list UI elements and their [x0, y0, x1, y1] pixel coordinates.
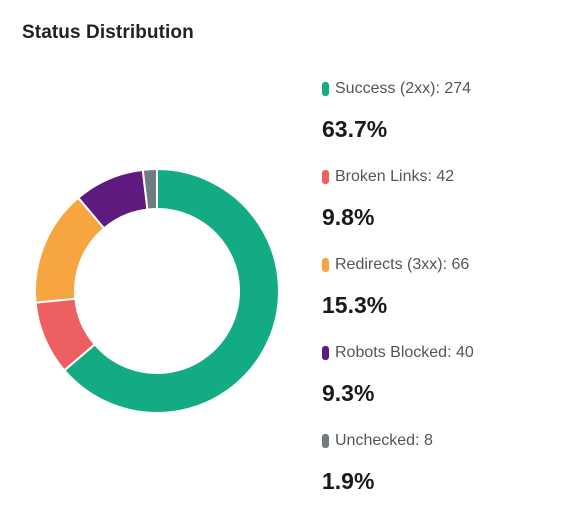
legend-label-broken-links: Broken Links: 42: [335, 168, 455, 185]
donut-chart-svg: [34, 168, 280, 414]
legend-percent-broken-links: 9.8%: [322, 204, 375, 230]
legend-percent-robots-blocked: 9.3%: [322, 380, 375, 406]
legend-label-robots-blocked: Robots Blocked: 40: [335, 344, 474, 361]
legend-label-success: Success (2xx): 274: [335, 80, 472, 97]
chart-legend: Success (2xx): 274 63.7% Broken Links: 4…: [322, 76, 572, 516]
donut-chart: [34, 168, 280, 414]
legend-label-redirects: Redirects (3xx): 66: [335, 256, 470, 273]
slice-success[interactable]: [62, 168, 280, 414]
legend-item-robots-blocked[interactable]: Robots Blocked: 40 9.3%: [322, 340, 572, 428]
legend-item-broken-links[interactable]: Broken Links: 42 9.8%: [322, 164, 572, 252]
slice-unchecked[interactable]: [141, 168, 158, 211]
legend-swatch-unchecked: [322, 434, 329, 448]
legend-label-unchecked: Unchecked: 8: [335, 432, 433, 449]
legend-swatch-redirects: [322, 258, 329, 272]
legend-percent-success: 63.7%: [322, 116, 388, 142]
legend-percent-redirects: 15.3%: [322, 292, 388, 318]
legend-swatch-success: [322, 82, 329, 96]
legend-percent-unchecked: 1.9%: [322, 468, 375, 494]
legend-item-unchecked[interactable]: Unchecked: 8 1.9%: [322, 428, 572, 516]
legend-item-redirects[interactable]: Redirects (3xx): 66 15.3%: [322, 252, 572, 340]
chart-title: Status Distribution: [22, 22, 194, 43]
legend-swatch-broken-links: [322, 170, 329, 184]
legend-item-success[interactable]: Success (2xx): 274 63.7%: [322, 76, 572, 164]
legend-swatch-robots-blocked: [322, 346, 329, 360]
